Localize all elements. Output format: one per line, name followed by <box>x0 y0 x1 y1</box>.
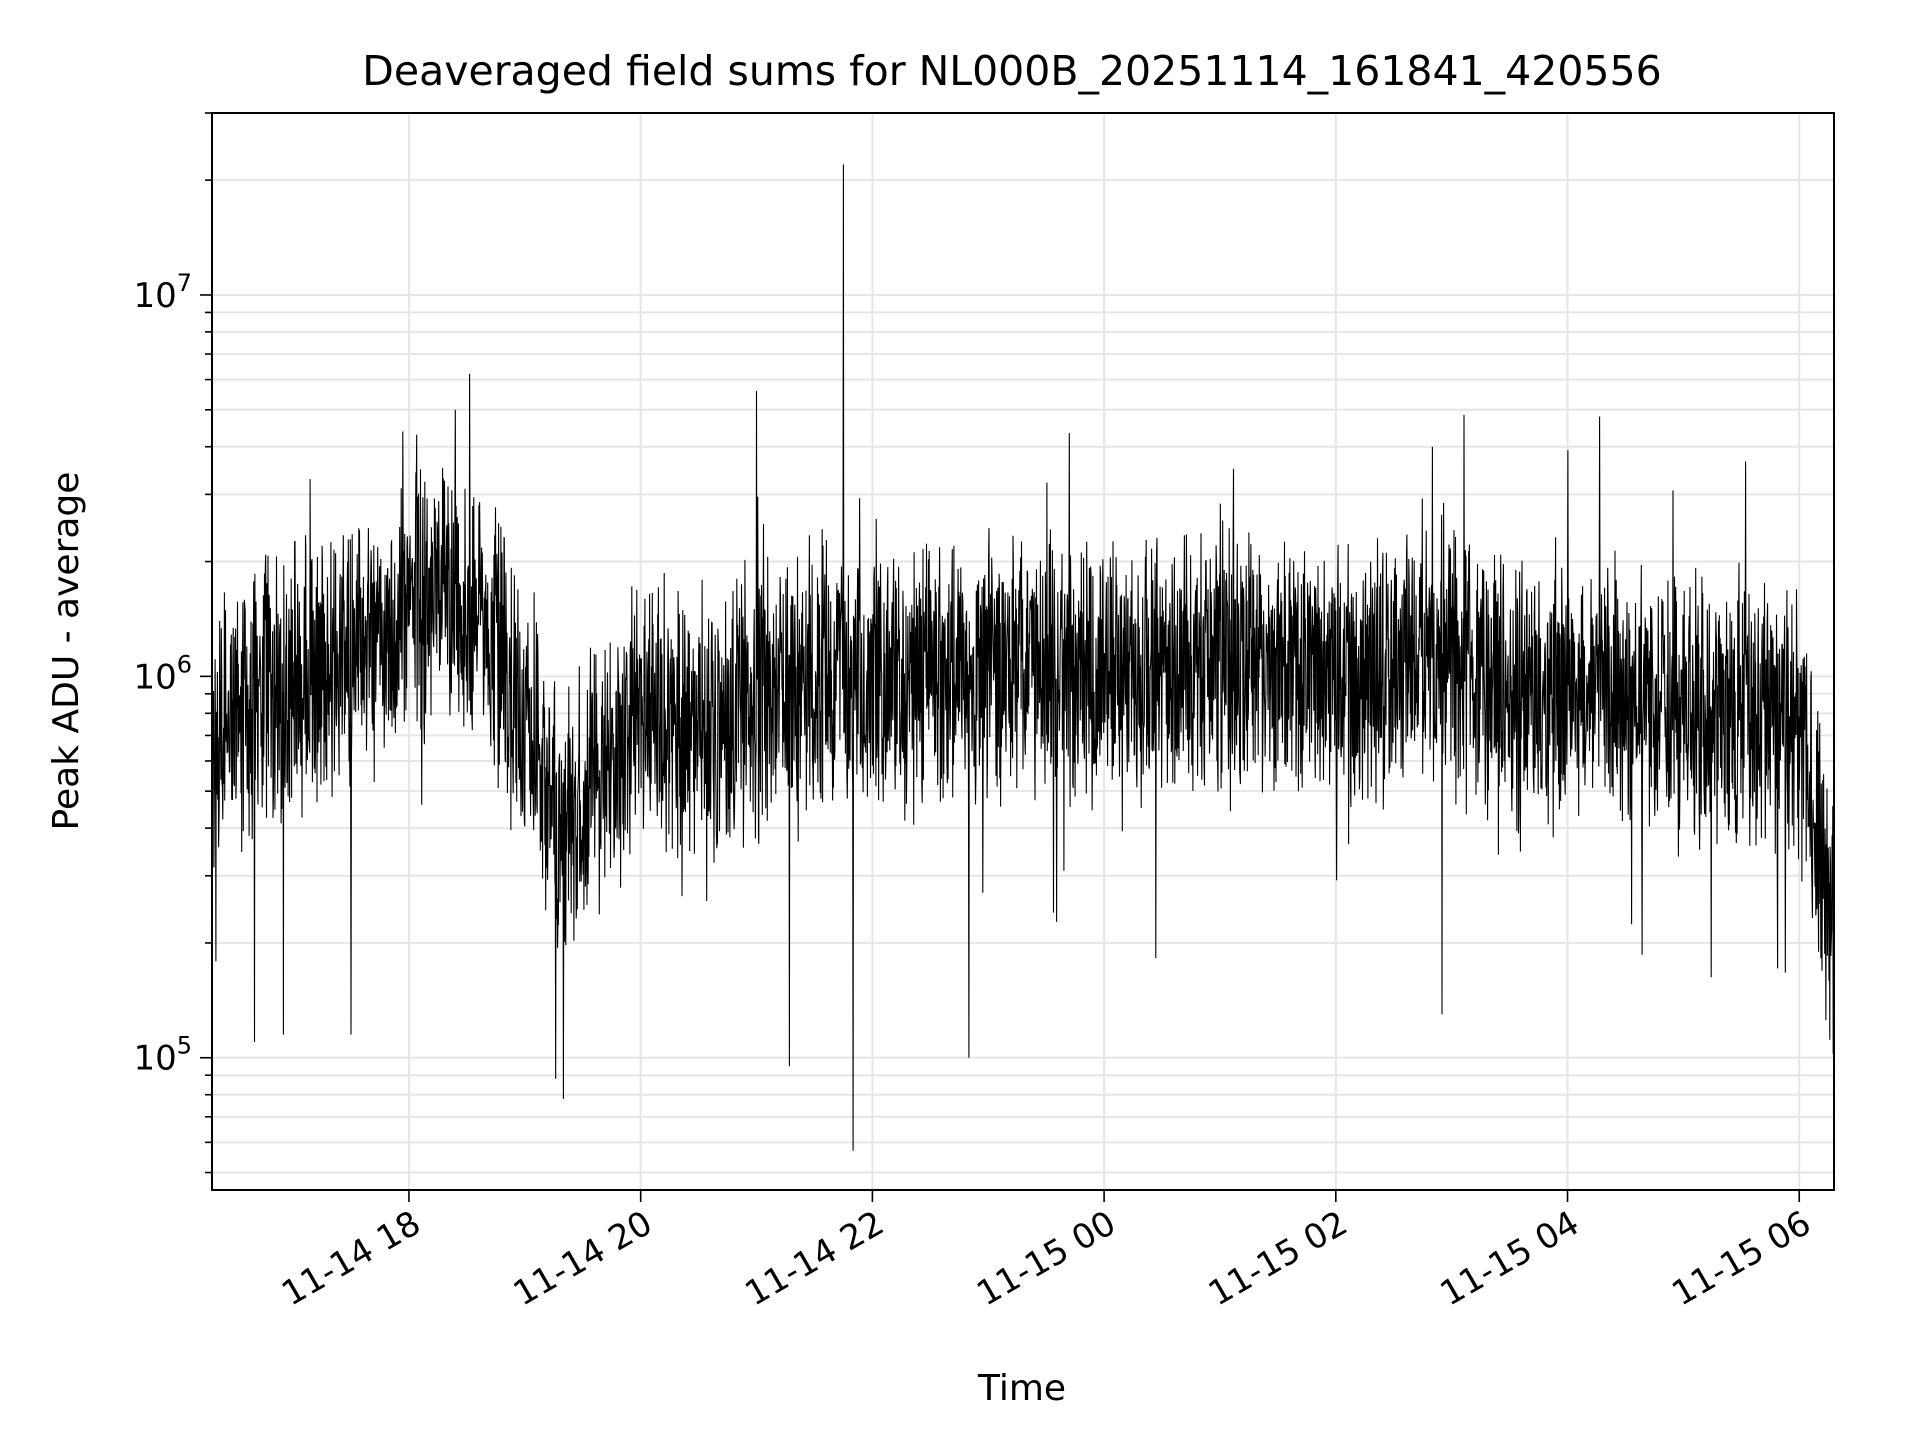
x-axis-label: Time <box>977 1368 1066 1409</box>
x-tick-label: 11-14 22 <box>738 1203 890 1314</box>
series-line <box>211 164 1835 1151</box>
y-tick-label: 105 <box>133 1032 192 1079</box>
x-tick-label: 11-15 02 <box>1202 1203 1354 1314</box>
y-tick-label: 107 <box>133 269 192 316</box>
chart-title: Deaveraged field sums for NL000B_2025111… <box>362 47 1661 95</box>
x-axis-ticks: 11-14 18 11-14 20 11-14 22 11-15 00 11-15 02… <box>275 1190 1818 1314</box>
x-tick-label: 11-14 18 <box>275 1203 427 1314</box>
x-tick-label: 11-15 04 <box>1434 1203 1586 1314</box>
x-tick-label: 11-15 00 <box>970 1203 1122 1314</box>
plot-frame <box>211 112 1835 1191</box>
x-tick-label: 11-15 06 <box>1665 1203 1817 1314</box>
y-axis-label: Peak ADU - average <box>46 472 87 831</box>
y-axis-ticks: 105 106 107 <box>133 112 212 1174</box>
x-tick-label: 11-14 20 <box>507 1203 659 1314</box>
data-series <box>211 164 1835 1151</box>
y-tick-label: 106 <box>133 650 192 697</box>
